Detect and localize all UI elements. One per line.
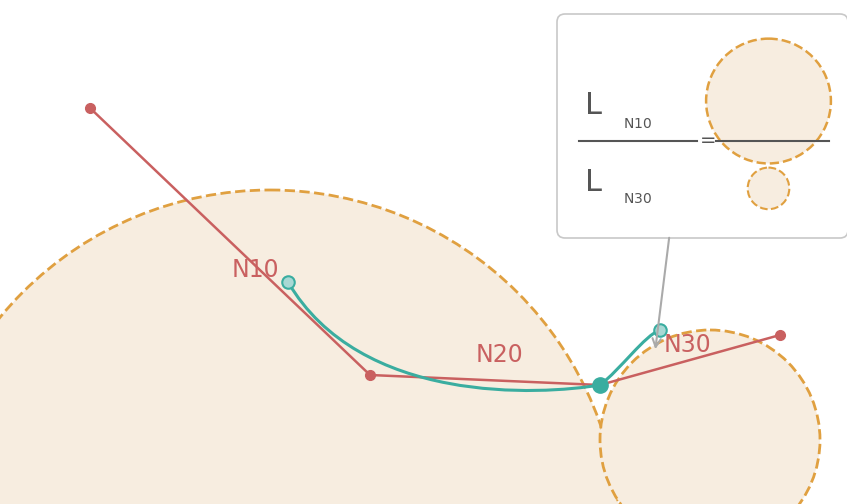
FancyBboxPatch shape [557,14,847,238]
Text: $\mathregular{L}$: $\mathregular{L}$ [584,91,603,120]
Text: N10: N10 [231,258,279,282]
Text: $\mathregular{N10}$: $\mathregular{N10}$ [623,117,652,131]
Text: N20: N20 [476,343,524,367]
Text: =: = [700,131,717,150]
Ellipse shape [748,168,789,209]
Text: N30: N30 [664,333,711,357]
Ellipse shape [0,190,620,504]
Ellipse shape [706,39,831,163]
Ellipse shape [600,330,820,504]
Text: $\mathregular{N30}$: $\mathregular{N30}$ [623,192,652,206]
Text: $\mathregular{L}$: $\mathregular{L}$ [584,168,603,197]
